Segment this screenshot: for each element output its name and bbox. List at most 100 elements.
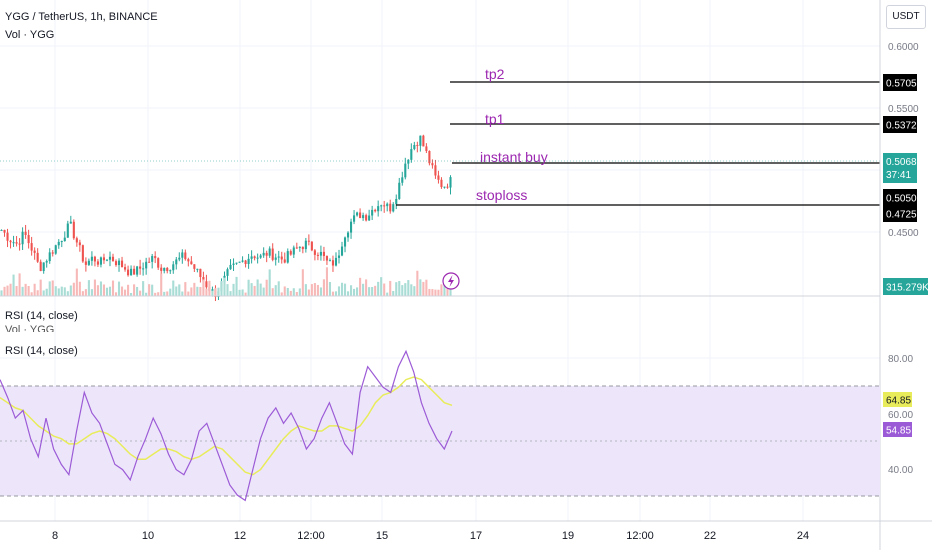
candle-body [30, 243, 33, 251]
candle-body [205, 281, 208, 288]
volume-bar [217, 287, 220, 296]
candle-body [346, 232, 350, 238]
volume-bar [57, 288, 60, 296]
candle-body [21, 231, 24, 245]
volume-bar [205, 288, 208, 296]
candle-body [39, 261, 42, 272]
volume-bar [184, 282, 187, 296]
volume-bar [114, 292, 118, 296]
volume-bar [130, 292, 133, 296]
rsi-badge [883, 422, 912, 437]
volume-bar [24, 283, 27, 296]
volume-bar [274, 285, 277, 296]
candle-body [232, 263, 235, 265]
rsi-header-legend[interactable]: RSI (14, close) [5, 310, 78, 322]
candle-body [250, 256, 253, 259]
candle-body [280, 256, 283, 260]
candle-body [166, 267, 169, 272]
volume-legend[interactable]: Vol · YGG [5, 29, 55, 41]
volume-bar [172, 280, 175, 296]
volume-bar [319, 287, 322, 296]
candle-body [169, 270, 172, 272]
candle-body [193, 264, 196, 269]
candle-body [440, 179, 443, 188]
candle-body [3, 229, 6, 233]
tp2-price-label: 0.5705 [886, 79, 917, 90]
time-tick: 12:00 [626, 530, 654, 542]
candle-body [57, 241, 60, 246]
candle-body [431, 163, 434, 166]
candle-body [78, 242, 81, 246]
volume-bar [304, 284, 307, 296]
volume-bar [81, 291, 84, 296]
candle-body [322, 251, 325, 257]
rsi-ma-line [0, 376, 453, 476]
volume-bar [208, 280, 211, 296]
candle-body [377, 206, 380, 212]
candle-body [259, 255, 262, 258]
volume-bar [443, 277, 446, 296]
rsi-line [0, 349, 453, 502]
volume-bar [145, 292, 148, 296]
volume-bar [36, 290, 39, 296]
currency-button[interactable]: USDT [886, 5, 926, 29]
candle-body [145, 261, 148, 269]
volume-bar [425, 279, 428, 296]
volume-bar [410, 284, 413, 296]
candle-body [247, 258, 250, 265]
candle-body [271, 248, 274, 260]
rsi-ma-value: 64.85 [886, 396, 911, 407]
volume-bar [389, 280, 392, 296]
candle-body [90, 256, 93, 261]
volume-bar [331, 291, 335, 296]
volume-bar [277, 281, 280, 296]
candle-body [127, 269, 130, 276]
candle-body [383, 205, 386, 207]
volume-bar [27, 285, 30, 296]
volume-bar [226, 284, 229, 296]
lightning-icon[interactable] [442, 272, 460, 290]
volume-bar [33, 283, 36, 296]
candle-body [316, 254, 319, 256]
candle-body [130, 268, 133, 276]
candle-body [386, 203, 389, 207]
candle-body [123, 267, 127, 270]
volume-series [0, 267, 452, 296]
volume-bar [166, 291, 169, 296]
candle-body [87, 260, 90, 265]
volume-bar [21, 286, 24, 296]
candle-body [398, 182, 401, 199]
volume-bar [386, 292, 389, 296]
volume-bar [139, 290, 142, 296]
candle-body [93, 256, 96, 262]
symbol-title[interactable]: YGG / TetherUS, 1h, BINANCE [5, 11, 158, 23]
volume-bar [359, 277, 362, 296]
volume-bar [238, 289, 241, 296]
candle-body [202, 277, 205, 282]
candle-body [416, 144, 419, 146]
candle-body [277, 256, 280, 258]
volume-bar [18, 273, 21, 296]
volume-bar [136, 286, 139, 296]
volume-bar [60, 286, 63, 296]
candle-body [262, 252, 265, 256]
volume-bar [250, 283, 253, 296]
rsi-legend[interactable]: RSI (14, close) [5, 345, 78, 357]
candle-body [410, 149, 413, 160]
time-axis: 8 10 12 12:00 15 17 19 12:00 22 24 [52, 530, 809, 542]
candle-body [365, 215, 368, 221]
candle-body [163, 267, 166, 271]
volume-bar [377, 281, 380, 296]
volume-bar [181, 291, 184, 296]
candle-body [298, 246, 301, 248]
volume-bar [343, 283, 347, 296]
volume-bar [340, 282, 344, 296]
rsi-tick: 40.00 [888, 465, 913, 476]
volume-bar [127, 284, 130, 296]
price-tick: 0.6000 [888, 42, 919, 53]
candle-body [48, 252, 51, 262]
volume-bar [223, 277, 226, 296]
level-label: tp1 [485, 111, 505, 127]
time-tick: 12:00 [297, 530, 325, 542]
